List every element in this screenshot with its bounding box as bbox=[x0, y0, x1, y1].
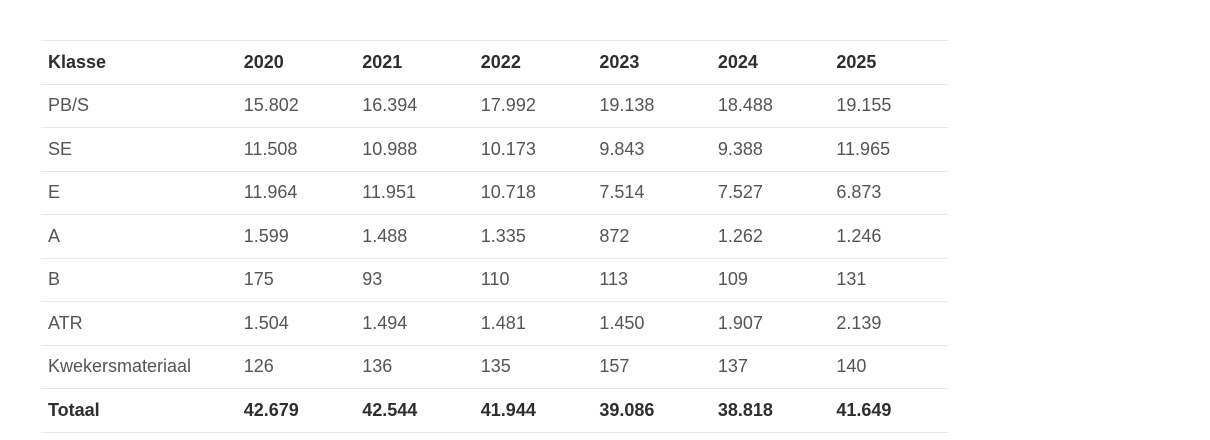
table-cell: 10.718 bbox=[473, 170, 593, 215]
row-label: B bbox=[41, 257, 237, 302]
table-cell: 11.964 bbox=[236, 170, 356, 215]
table-row: B 175 93 110 113 109 131 bbox=[41, 257, 948, 302]
table-cell: 109 bbox=[710, 257, 830, 302]
total-cell: 42.679 bbox=[236, 388, 356, 433]
row-label: ATR bbox=[41, 301, 237, 345]
table-total-row: Totaal 42.679 42.544 41.944 39.086 38.81… bbox=[41, 388, 948, 433]
class-totals-table: Klasse 2020 2021 2022 2023 2024 2025 PB/… bbox=[41, 40, 948, 433]
table-row: SE 11.508 10.988 10.173 9.843 9.388 11.9… bbox=[41, 127, 948, 171]
table-row: E 11.964 11.951 10.718 7.514 7.527 6.873 bbox=[41, 170, 948, 215]
header-2021: 2021 bbox=[355, 40, 474, 84]
header-2022: 2022 bbox=[473, 40, 593, 84]
table-cell: 10.173 bbox=[473, 127, 593, 171]
table-cell: 1.335 bbox=[473, 214, 593, 258]
table-cell: 1.481 bbox=[473, 301, 593, 345]
table-cell: 137 bbox=[710, 344, 830, 389]
table-cell: 110 bbox=[473, 257, 593, 302]
table-cell: 2.139 bbox=[829, 301, 948, 345]
table-cell: 7.527 bbox=[710, 170, 830, 215]
row-label: Kwekersmateriaal bbox=[41, 344, 237, 389]
table-cell: 126 bbox=[236, 344, 356, 389]
table-cell: 140 bbox=[829, 344, 948, 389]
table-cell: 1.450 bbox=[592, 301, 711, 345]
table-cell: 1.488 bbox=[355, 214, 474, 258]
table-cell: 1.599 bbox=[236, 214, 356, 258]
row-label: A bbox=[41, 214, 237, 258]
table-cell: 18.488 bbox=[710, 83, 830, 128]
table-cell: 1.494 bbox=[355, 301, 474, 345]
total-cell: 38.818 bbox=[710, 388, 830, 433]
table-cell: 16.394 bbox=[355, 83, 474, 128]
total-cell: 39.086 bbox=[592, 388, 711, 433]
table-cell: 175 bbox=[236, 257, 356, 302]
table-cell: 131 bbox=[829, 257, 948, 302]
table-cell: 15.802 bbox=[236, 83, 356, 128]
table-cell: 113 bbox=[592, 257, 711, 302]
total-cell: 41.944 bbox=[473, 388, 593, 433]
table-cell: 1.262 bbox=[710, 214, 830, 258]
row-label: SE bbox=[41, 127, 237, 171]
table-row: ATR 1.504 1.494 1.481 1.450 1.907 2.139 bbox=[41, 301, 948, 345]
table-cell: 17.992 bbox=[473, 83, 593, 128]
total-label: Totaal bbox=[41, 388, 237, 433]
row-label: E bbox=[41, 170, 237, 215]
table-cell: 10.988 bbox=[355, 127, 474, 171]
row-label: PB/S bbox=[41, 83, 237, 128]
table-cell: 872 bbox=[592, 214, 711, 258]
table-cell: 19.138 bbox=[592, 83, 711, 128]
table-cell: 11.508 bbox=[236, 127, 356, 171]
table-cell: 93 bbox=[355, 257, 474, 302]
table-row: Kwekersmateriaal 126 136 135 157 137 140 bbox=[41, 344, 948, 389]
total-cell: 41.649 bbox=[829, 388, 948, 433]
table-cell: 157 bbox=[592, 344, 711, 389]
table-cell: 7.514 bbox=[592, 170, 711, 215]
table-header-row: Klasse 2020 2021 2022 2023 2024 2025 bbox=[41, 40, 948, 84]
table-cell: 1.504 bbox=[236, 301, 356, 345]
header-2020: 2020 bbox=[236, 40, 356, 84]
header-2024: 2024 bbox=[710, 40, 830, 84]
table-cell: 136 bbox=[355, 344, 474, 389]
table-cell: 9.388 bbox=[710, 127, 830, 171]
table-cell: 1.246 bbox=[829, 214, 948, 258]
header-2025: 2025 bbox=[829, 40, 948, 84]
table-cell: 1.907 bbox=[710, 301, 830, 345]
table-cell: 6.873 bbox=[829, 170, 948, 215]
table-cell: 11.951 bbox=[355, 170, 474, 215]
table-cell: 9.843 bbox=[592, 127, 711, 171]
total-cell: 42.544 bbox=[355, 388, 474, 433]
table-cell: 135 bbox=[473, 344, 593, 389]
header-2023: 2023 bbox=[592, 40, 711, 84]
table-row: PB/S 15.802 16.394 17.992 19.138 18.488 … bbox=[41, 83, 948, 128]
table-row: A 1.599 1.488 1.335 872 1.262 1.246 bbox=[41, 214, 948, 258]
table-cell: 19.155 bbox=[829, 83, 948, 128]
table-cell: 11.965 bbox=[829, 127, 948, 171]
header-klasse: Klasse bbox=[41, 40, 237, 84]
